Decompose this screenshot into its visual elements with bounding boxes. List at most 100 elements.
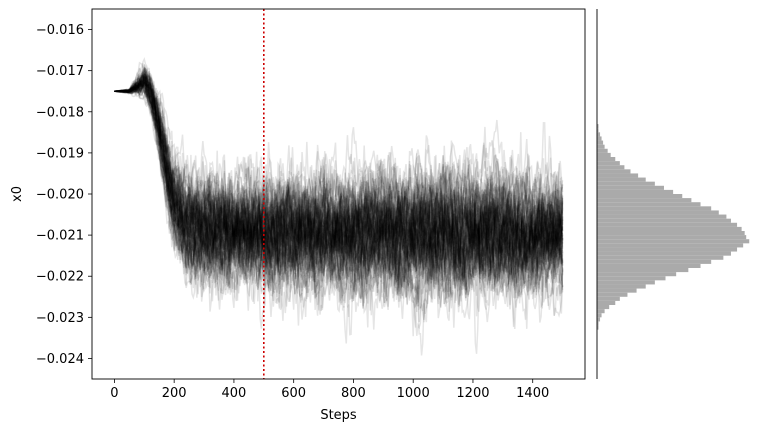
x-tick-label: 1200 [456, 386, 489, 401]
walker-trace [114, 75, 564, 309]
histogram-bar [597, 128, 599, 133]
walker-trace [114, 69, 564, 278]
histogram-bar [597, 132, 601, 137]
walker-trace [114, 68, 564, 280]
walker-trace [114, 75, 564, 286]
y-tick-label: −0.020 [36, 188, 84, 203]
histogram-bar [597, 247, 738, 252]
walker-trace [114, 65, 564, 268]
walker-trace [114, 69, 564, 292]
histogram-bar [597, 231, 745, 236]
histogram-bar [597, 284, 646, 289]
histogram-bar [597, 140, 604, 145]
histogram-bar [597, 292, 628, 297]
walker-trace [114, 80, 564, 306]
histogram-bar [597, 181, 655, 186]
histogram-bar [597, 210, 719, 215]
histogram-bar [597, 189, 674, 194]
walker-trace [114, 77, 564, 285]
histogram-bar [597, 214, 727, 219]
x-axis: 0 200 400 600 800 1000 1200 1400 [110, 379, 549, 401]
histogram-bar [597, 268, 689, 273]
histogram-bar [597, 300, 616, 305]
walker-traces [114, 56, 564, 356]
y-axis-title: x0 [10, 186, 25, 202]
y-tick-label: −0.024 [36, 352, 84, 367]
histogram-bar [597, 194, 683, 199]
walker-trace [114, 74, 564, 283]
walker-trace [114, 72, 564, 303]
walker-trace [114, 84, 564, 328]
x-tick-label: 600 [281, 386, 306, 401]
walker-trace [114, 79, 564, 330]
walker-trace [114, 82, 564, 284]
histogram-bar [597, 124, 599, 129]
walker-trace [114, 80, 564, 336]
walker-trace [114, 76, 564, 273]
walker-trace [114, 72, 564, 294]
walker-trace [114, 85, 564, 309]
walker-trace [114, 75, 564, 276]
walker-trace [114, 73, 563, 273]
walker-trace [114, 79, 564, 285]
walker-trace [114, 76, 564, 298]
marginal-histogram [596, 9, 750, 379]
histogram-bar [597, 321, 599, 326]
walker-trace [114, 81, 564, 356]
walker-trace [114, 73, 564, 305]
histogram-bar [597, 235, 747, 240]
walker-trace [114, 75, 564, 301]
walker-trace [114, 80, 564, 290]
histogram-bar [597, 148, 608, 153]
walker-trace [114, 71, 564, 279]
histogram-bar [597, 165, 625, 170]
walker-trace [114, 81, 564, 328]
walker-trace [114, 80, 564, 337]
walker-trace [114, 65, 564, 278]
histogram-bar [597, 255, 724, 260]
walker-trace [114, 79, 564, 286]
histogram-bar [597, 226, 742, 231]
walker-trace [114, 74, 564, 298]
y-tick-label: −0.016 [36, 23, 84, 38]
walker-trace [114, 66, 564, 258]
histogram-bar [597, 325, 599, 330]
walker-trace [114, 79, 564, 282]
histogram-bar [597, 161, 620, 166]
walker-trace [114, 81, 564, 288]
histogram-bar [597, 136, 602, 141]
walker-trace [114, 72, 564, 289]
walker-trace [114, 73, 564, 280]
y-tick-label: −0.023 [36, 311, 84, 326]
walker-trace [114, 72, 564, 284]
x-tick-label: 1400 [516, 386, 549, 401]
x-tick-label: 1000 [397, 386, 430, 401]
histogram-bar [597, 296, 620, 301]
histogram-bar [597, 177, 646, 182]
walker-trace [114, 67, 564, 288]
walker-trace [114, 56, 564, 259]
histogram-bar [597, 173, 639, 178]
walker-trace [114, 87, 564, 329]
histogram-bar [597, 251, 731, 256]
walker-trace [114, 81, 564, 309]
walker-trace [114, 79, 564, 282]
y-tick-label: −0.022 [36, 270, 84, 285]
walker-trace [114, 74, 564, 286]
walker-trace [114, 61, 564, 244]
walker-trace [114, 66, 564, 282]
walker-trace [114, 75, 564, 279]
x-tick-label: 200 [162, 386, 187, 401]
histogram-bar [597, 206, 712, 211]
walker-trace [114, 62, 564, 280]
walker-trace [114, 81, 564, 312]
walker-trace [114, 82, 564, 302]
walker-trace [114, 83, 564, 319]
walker-trace [114, 72, 564, 272]
walker-trace [114, 72, 564, 294]
walker-trace [114, 71, 564, 280]
walker-trace [114, 76, 564, 327]
histogram-bar [597, 185, 664, 190]
walker-trace [114, 74, 564, 285]
walker-trace [114, 78, 564, 307]
